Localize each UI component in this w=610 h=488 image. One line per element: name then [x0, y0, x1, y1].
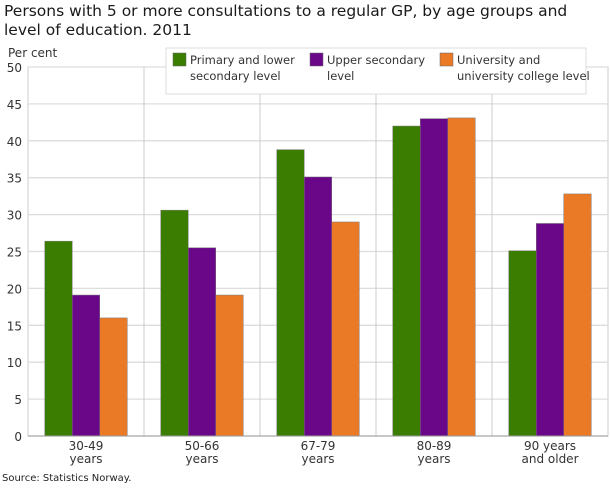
x-tick-label: and older [522, 452, 579, 466]
x-tick-label: 67-79 [301, 439, 336, 453]
bar [536, 223, 564, 437]
y-tick-label: 10 [7, 356, 22, 370]
legend-swatch [439, 52, 454, 67]
y-tick-label: 20 [7, 282, 22, 296]
legend-box [165, 47, 587, 95]
legend-label: Upper secondary [327, 53, 425, 67]
y-tick-label: 30 [7, 209, 22, 223]
bar [331, 221, 360, 437]
bar [508, 250, 537, 437]
bar [304, 176, 332, 437]
legend-label: level [327, 69, 354, 83]
x-tick-label: years [185, 452, 218, 466]
y-tick-label: 45 [7, 98, 22, 112]
x-tick-label: 50-66 [185, 439, 220, 453]
legend-label: University and [457, 53, 540, 67]
x-tick-label: 30-49 [69, 439, 104, 453]
bar [447, 117, 476, 437]
bar [420, 118, 448, 437]
legend-swatch [309, 52, 324, 67]
chart-title: Persons with 5 or more consultations to … [4, 2, 568, 39]
bar [99, 317, 128, 437]
y-tick-label: 25 [7, 246, 22, 260]
bar [188, 247, 216, 437]
source-note: Source: Statistics Norway. [2, 473, 132, 484]
y-tick-label: 15 [7, 319, 22, 333]
y-tick-label: 5 [14, 393, 22, 407]
bar [215, 294, 244, 437]
legend-label: secondary level [190, 69, 281, 83]
y-axis-label: Per cent [8, 46, 58, 60]
legend-label: university college level [457, 69, 590, 83]
x-tick-label: years [417, 452, 450, 466]
x-tick-label: years [301, 452, 334, 466]
bar [563, 193, 592, 437]
bar [44, 240, 73, 437]
bar [276, 149, 305, 437]
x-tick-label: 90 years [524, 439, 576, 453]
y-tick-label: 40 [7, 135, 22, 149]
bar [72, 294, 100, 437]
x-tick-label: years [69, 452, 102, 466]
y-tick-label: 0 [14, 430, 22, 444]
bar [160, 209, 189, 437]
bar [392, 125, 421, 437]
y-tick-label: 50 [7, 61, 22, 75]
legend-swatch [172, 52, 187, 67]
y-tick-label: 35 [7, 172, 22, 186]
x-tick-label: 80-89 [417, 439, 452, 453]
legend-label: Primary and lower [190, 53, 295, 67]
